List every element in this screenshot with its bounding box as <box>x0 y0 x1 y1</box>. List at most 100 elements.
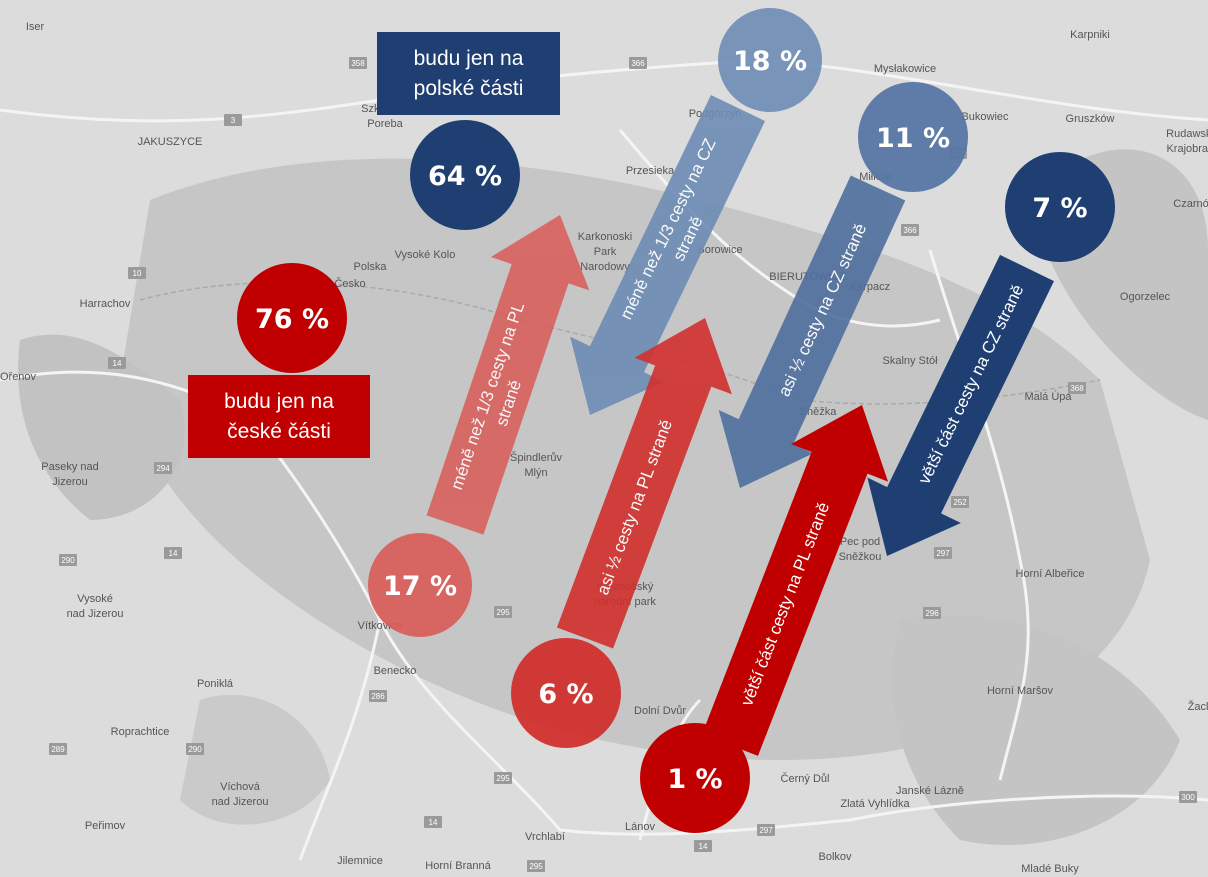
road-number: 297 <box>759 826 773 835</box>
place-label: Bukowiec <box>961 111 1009 123</box>
percent-circle <box>237 263 347 373</box>
road-number-badge <box>951 496 969 508</box>
label-box <box>377 32 560 115</box>
road-number: 290 <box>188 745 202 754</box>
percent-circle <box>368 533 472 637</box>
percent-circle <box>858 82 968 192</box>
place-label: Poreba <box>367 118 403 130</box>
place-label: Lánov <box>625 821 655 833</box>
road-number: 295 <box>496 774 510 783</box>
place-label: Mladé Buky <box>1021 863 1079 875</box>
road-number-badge <box>224 114 242 126</box>
road-number-badge <box>527 860 545 872</box>
place-label: Janské Lázně <box>896 785 964 797</box>
arrow-shape <box>718 175 906 488</box>
percent-circle <box>410 120 520 230</box>
place-label: Polska <box>353 261 387 273</box>
road-number-badge <box>757 824 775 836</box>
place-label: Špindlerův <box>510 451 562 464</box>
road-number: 14 <box>429 818 438 827</box>
place-label: Iser <box>26 21 45 33</box>
road-number: 10 <box>133 269 142 278</box>
place-label: nad Jizerou <box>67 608 124 620</box>
road-number: 14 <box>169 549 178 558</box>
place-label: Benecko <box>374 665 417 677</box>
place-label: Poniklá <box>197 678 234 690</box>
arrow-shape <box>570 94 766 415</box>
arrow-shape <box>702 405 889 756</box>
place-label: Peřimov <box>85 820 126 832</box>
road-number: 294 <box>156 464 170 473</box>
percent-circle <box>1005 152 1115 262</box>
road-number-badge <box>1068 382 1086 394</box>
box-label: budu jen na <box>414 47 524 70</box>
road-number-badge <box>629 57 647 69</box>
road-number: 3 <box>231 116 236 125</box>
place-label: Vysoké Kolo <box>395 249 456 261</box>
road-number: 297 <box>936 549 950 558</box>
place-label: Paseky nad <box>41 461 98 473</box>
label-box <box>188 375 370 458</box>
road-number: 366 <box>903 226 917 235</box>
place-label: Krajobraz <box>1166 143 1208 155</box>
percent-label: 1 % <box>667 764 722 795</box>
place-label: Malá Úpa <box>1024 390 1072 403</box>
road-number: 295 <box>529 862 543 871</box>
place-label: Pec pod <box>840 536 880 548</box>
percent-label: 64 % <box>428 161 502 192</box>
place-label: Karpniki <box>1070 29 1110 41</box>
place-label: Mysłakowice <box>874 63 936 75</box>
road-number-badge <box>1179 791 1197 803</box>
place-label: Skalny Stół <box>882 355 938 367</box>
road-number: 296 <box>925 609 939 618</box>
place-label: Jilemnice <box>337 855 383 867</box>
place-label: Víchová <box>220 781 261 793</box>
percent-label: 18 % <box>733 46 807 77</box>
place-label: Czarnów <box>1173 198 1208 210</box>
place-label: Mlýn <box>524 467 547 479</box>
place-label: Harrachov <box>80 298 131 310</box>
road-number: 14 <box>113 359 122 368</box>
place-label: nad Jizerou <box>212 796 269 808</box>
road-number-badge <box>494 772 512 784</box>
percent-label: 6 % <box>538 679 593 710</box>
place-label: Dolní Dvůr <box>634 705 686 717</box>
place-label: Sněžkou <box>839 551 882 563</box>
road-number-badge <box>108 357 126 369</box>
place-label: Horní Albeřice <box>1015 568 1084 580</box>
percent-label: 76 % <box>255 304 329 335</box>
callouts: budu jen na polské části budu jen na české … <box>188 8 1115 833</box>
road-number-badge <box>494 606 512 618</box>
road-number-badge <box>164 547 182 559</box>
place-label: Narodowy <box>580 261 630 273</box>
percent-label: 7 % <box>1032 193 1087 224</box>
box-label: polské části <box>414 77 524 100</box>
road-number-badge <box>694 840 712 852</box>
place-label: Vysoké <box>77 593 113 605</box>
place-label: Park <box>594 246 617 258</box>
place-label: Ořenov <box>0 371 37 383</box>
road-number: 358 <box>351 59 365 68</box>
percent-circle <box>511 638 621 748</box>
place-label: Česko <box>334 277 365 290</box>
arrow-shape <box>556 317 732 649</box>
box-label: budu jen na <box>224 390 334 413</box>
percent-circle <box>640 723 750 833</box>
percent-label: 17 % <box>383 571 457 602</box>
road-number: 366 <box>631 59 645 68</box>
road-number: 286 <box>371 692 385 701</box>
road-number-badge <box>424 816 442 828</box>
place-label: Roprachtice <box>111 726 170 738</box>
place-label: Borowice <box>697 244 742 256</box>
place-label: Karkonoski <box>578 231 632 243</box>
place-label: Černý Důl <box>781 772 830 785</box>
box-label: české části <box>227 420 331 443</box>
road-number: 368 <box>1070 384 1084 393</box>
arrow-shape <box>867 254 1054 556</box>
place-label: Ogorzelec <box>1120 291 1171 303</box>
percent-circle <box>718 8 822 112</box>
place-label: Horní Branná <box>425 860 491 872</box>
road-number-badge <box>154 462 172 474</box>
place-label: JAKUSZYCE <box>138 136 203 148</box>
